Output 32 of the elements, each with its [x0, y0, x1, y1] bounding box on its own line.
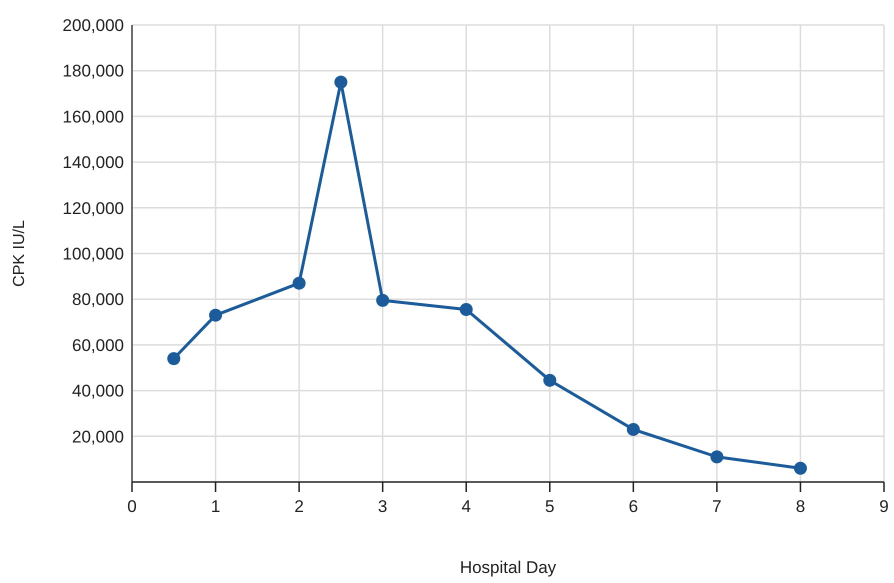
y-tick-label: 60,000: [72, 336, 124, 355]
x-tick-label: 5: [545, 497, 555, 516]
y-tick-label: 120,000: [62, 198, 124, 218]
point: [209, 308, 222, 322]
x-axis-title: Hospital Day: [460, 558, 557, 577]
point: [794, 462, 807, 475]
point: [543, 374, 556, 387]
y-tick-label: 180,000: [62, 62, 124, 81]
point: [334, 76, 348, 89]
y-tick-label: 20,000: [72, 427, 124, 446]
y-tick-label: 40,000: [72, 382, 124, 401]
x-tick-label: 1: [210, 497, 220, 516]
x-tick-label: 7: [712, 497, 722, 516]
point: [626, 422, 640, 436]
y-tick-label: 160,000: [62, 107, 124, 126]
x-tick-label: 3: [378, 497, 388, 516]
y-tick-label: 140,000: [62, 153, 124, 172]
y-tick-label: 100,000: [62, 244, 124, 264]
x-tick-label: 4: [461, 497, 471, 516]
x-tick-label: 8: [796, 497, 806, 516]
y-axis-title: CPK IU/L: [11, 220, 28, 287]
y-tick-label: 200,000: [62, 16, 124, 35]
x-tick-label: 6: [628, 497, 638, 516]
point: [376, 294, 390, 307]
point: [167, 352, 180, 366]
x-tick-label: 2: [294, 497, 304, 516]
x-tick-label: 9: [879, 497, 889, 516]
y-tick-label: 80,000: [72, 290, 124, 310]
point: [460, 302, 473, 316]
x-tick-label: 0: [127, 497, 137, 516]
point: [710, 450, 724, 464]
point: [292, 276, 306, 290]
